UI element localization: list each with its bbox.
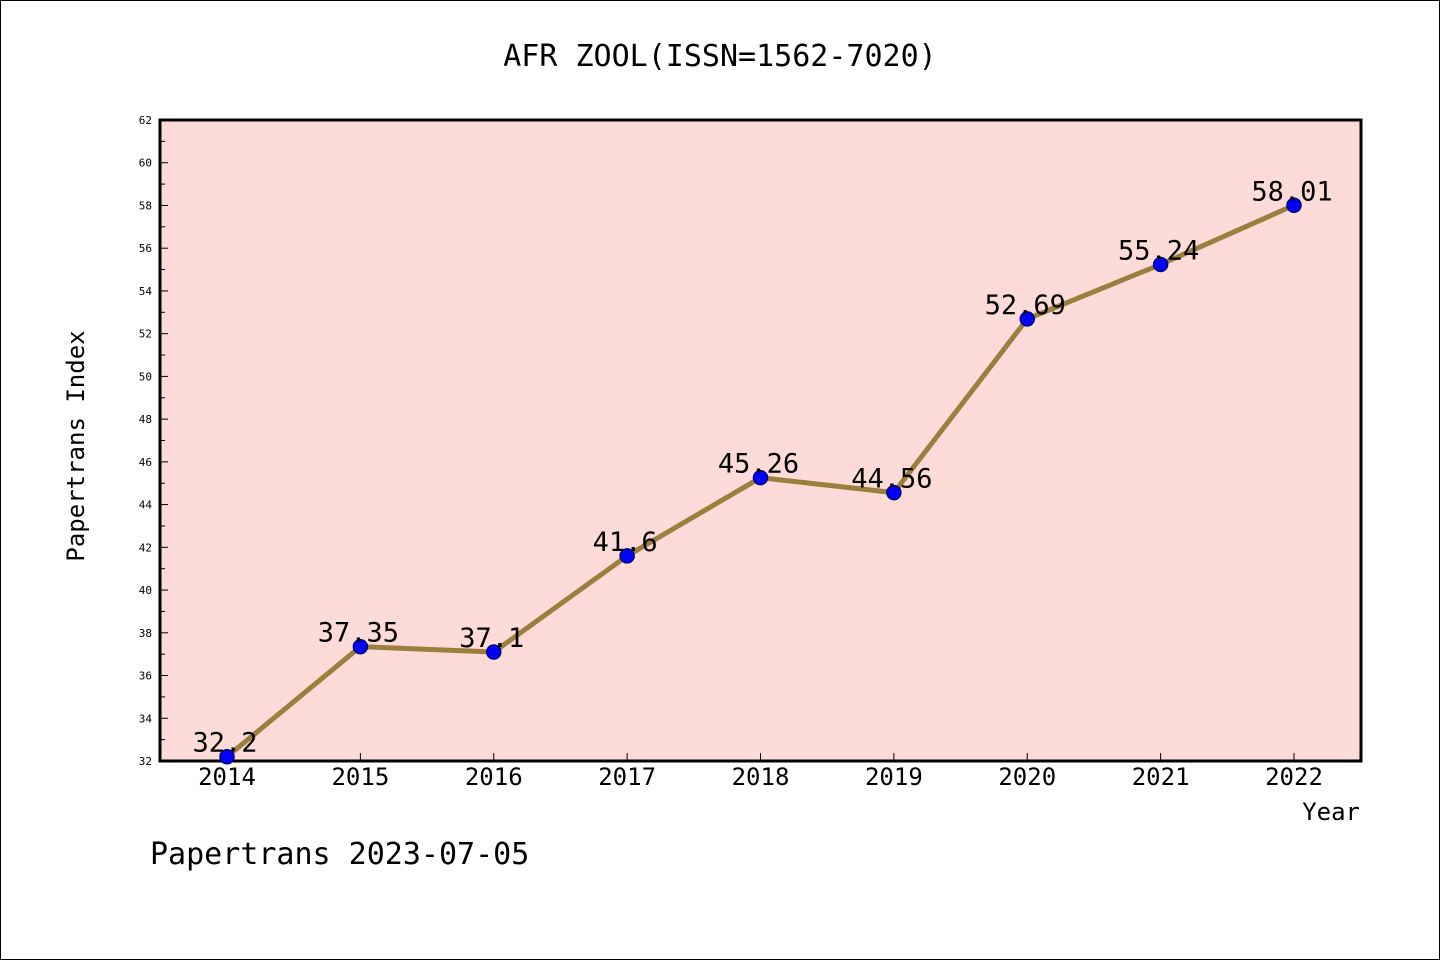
- y-tick-label: 42: [139, 541, 152, 554]
- y-tick-label: 36: [139, 670, 152, 683]
- data-labels: 32.2 37.35 37.1 41.6 45.26 44.56 52.69 55.24 58.…: [192, 176, 1332, 758]
- data-label: 52.69: [985, 290, 1066, 321]
- y-tick-label: 32: [139, 755, 152, 768]
- data-point: [352, 638, 369, 655]
- x-axis-label: Year: [1302, 798, 1360, 826]
- data-point: [1286, 197, 1302, 214]
- y-axis: 32 34 36 38 40 42 44 46 48 50 52 54 56 58 60 62: [139, 114, 168, 768]
- data-point: [486, 644, 502, 660]
- y-tick-label: 58: [139, 199, 152, 212]
- y-axis-label: Papertrans Index: [62, 330, 90, 561]
- x-tick-label: 2016: [465, 763, 523, 791]
- data-label: 45.26: [718, 449, 799, 480]
- y-tick-label: 48: [139, 413, 152, 426]
- y-tick-label: 40: [139, 584, 152, 597]
- data-label: 37.1: [459, 623, 524, 654]
- y-tick-label: 46: [139, 456, 152, 469]
- x-tick-label: 2019: [865, 763, 923, 791]
- data-label: 37.35: [318, 618, 399, 649]
- data-label: 58.01: [1251, 176, 1332, 207]
- y-tick-label: 60: [139, 157, 152, 170]
- x-tick-label: 2017: [598, 763, 656, 791]
- x-tick-label: 2021: [1132, 763, 1190, 791]
- data-label: 32.2: [192, 728, 257, 759]
- x-tick-label: 2014: [198, 763, 256, 791]
- data-label: 55.24: [1118, 235, 1199, 266]
- y-tick-label: 62: [139, 114, 152, 127]
- data-markers: [219, 197, 1302, 765]
- x-tick-label: 2022: [1265, 763, 1323, 791]
- data-point: [619, 548, 635, 564]
- chart-title: AFR ZOOL(ISSN=1562-7020): [503, 39, 936, 74]
- y-tick-label: 44: [139, 499, 153, 512]
- y-tick-label: 34: [139, 712, 153, 725]
- y-tick-label: 38: [139, 627, 152, 640]
- y-tick-label: 56: [139, 242, 152, 255]
- data-point: [886, 484, 902, 501]
- data-point: [219, 748, 235, 765]
- data-point: [1152, 256, 1169, 273]
- data-point: [1019, 311, 1035, 327]
- data-label: 44.56: [851, 464, 932, 495]
- x-tick-label: 2018: [732, 763, 790, 791]
- x-tick-label: 2015: [331, 763, 389, 791]
- y-tick-label: 52: [139, 328, 152, 341]
- x-axis: 2014 2015 2016 2017 2018 2019 2020 2021 2022: [198, 753, 1323, 791]
- x-tick-label: 2020: [998, 763, 1056, 791]
- y-tick-label: 50: [139, 370, 152, 383]
- footer-text: Papertrans 2023-07-05: [150, 837, 529, 872]
- data-point: [752, 469, 769, 486]
- data-label: 41.6: [593, 527, 658, 558]
- y-tick-label: 54: [139, 285, 153, 298]
